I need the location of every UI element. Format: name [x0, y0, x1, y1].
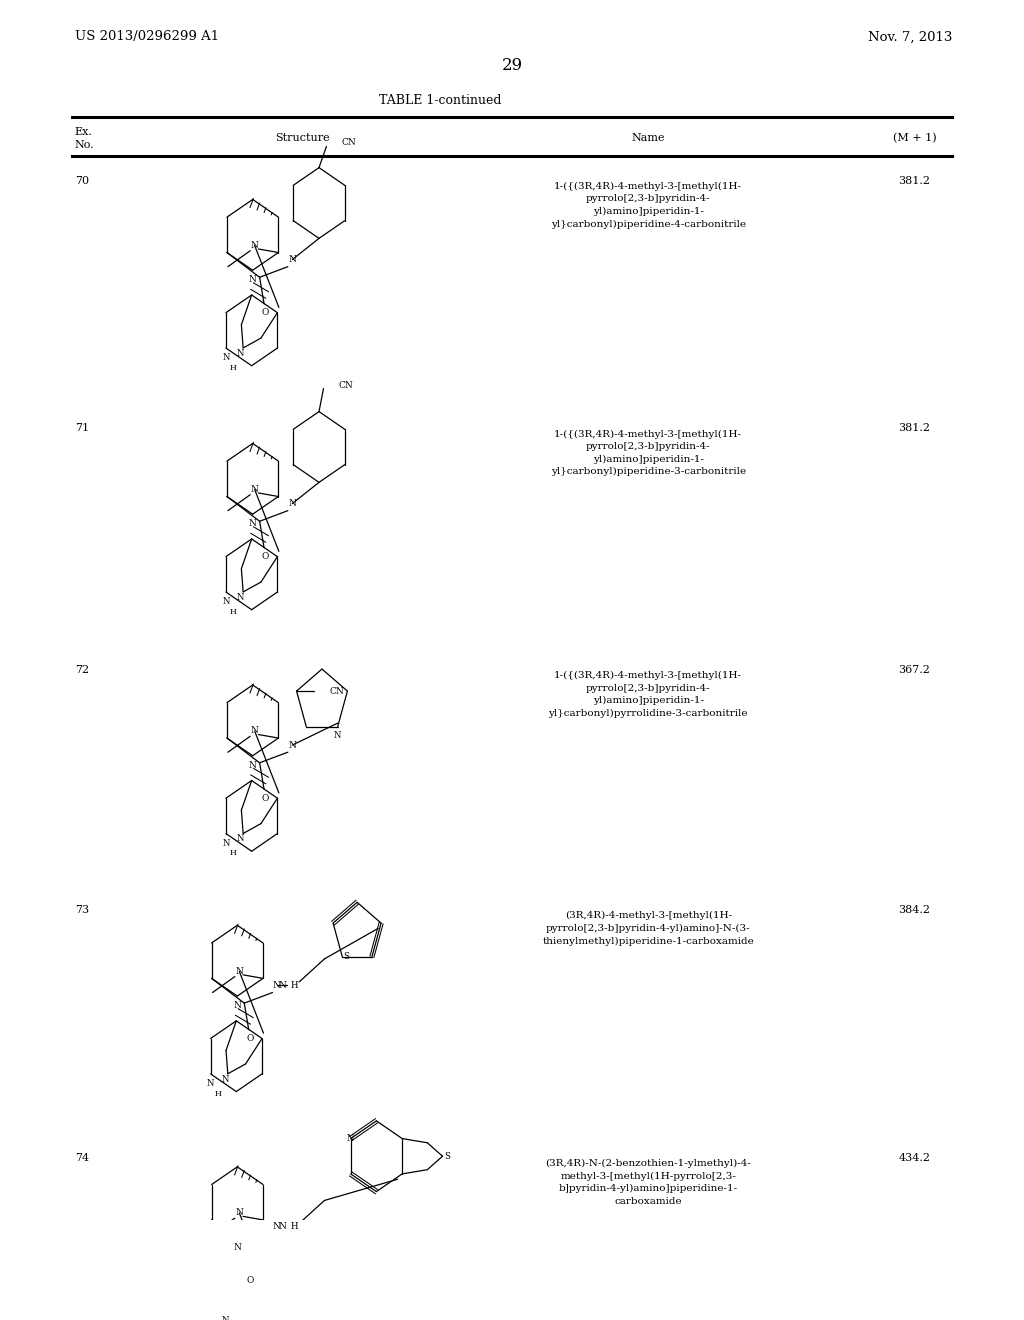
Text: H: H [230, 364, 237, 372]
Text: Name: Name [632, 133, 665, 143]
Text: N: N [249, 520, 257, 528]
Text: (M + 1): (M + 1) [893, 133, 936, 144]
Text: N: N [237, 834, 245, 843]
Text: N: N [222, 838, 229, 847]
Text: N: N [334, 731, 341, 741]
Text: N: N [207, 1080, 214, 1088]
Text: 381.2: 381.2 [898, 424, 931, 433]
Text: 1-({(3R,4R)-4-methyl-3-[methyl(1H-
pyrrolo[2,3-b]pyridin-4-
yl)amino]piperidin-1: 1-({(3R,4R)-4-methyl-3-[methyl(1H- pyrro… [551, 182, 745, 228]
Text: Ex.: Ex. [75, 127, 92, 137]
Text: N: N [251, 726, 259, 735]
Text: N: N [279, 981, 287, 990]
Text: 71: 71 [75, 424, 89, 433]
Text: N: N [249, 760, 257, 770]
Text: US 2013/0296299 A1: US 2013/0296299 A1 [75, 30, 219, 44]
Text: N: N [273, 981, 281, 990]
Text: Nov. 7, 2013: Nov. 7, 2013 [868, 30, 952, 44]
Text: 70: 70 [75, 176, 89, 186]
Text: N: N [251, 484, 259, 494]
Text: H: H [291, 981, 298, 990]
Text: N: N [236, 1208, 244, 1217]
Text: H: H [291, 1222, 298, 1232]
Text: (3R,4R)-4-methyl-3-[methyl(1H-
pyrrolo[2,3-b]pyridin-4-yl)amino]-N-(3-
thienylme: (3R,4R)-4-methyl-3-[methyl(1H- pyrrolo[2… [543, 911, 754, 945]
Text: N: N [222, 597, 229, 606]
Text: 384.2: 384.2 [898, 906, 931, 915]
Text: O: O [247, 1275, 254, 1284]
Text: N: N [237, 348, 245, 358]
Text: 72: 72 [75, 665, 89, 675]
Text: O: O [262, 552, 269, 561]
Text: TABLE 1-continued: TABLE 1-continued [379, 94, 502, 107]
Text: H: H [215, 1090, 221, 1098]
Text: H: H [230, 849, 237, 858]
Text: N: N [222, 354, 229, 362]
Text: N: N [236, 966, 244, 975]
Text: 434.2: 434.2 [898, 1152, 931, 1163]
Text: N: N [221, 1074, 229, 1084]
Text: N: N [221, 1316, 229, 1320]
Text: 73: 73 [75, 906, 89, 915]
Text: N: N [289, 499, 296, 508]
Text: N: N [237, 593, 245, 602]
Text: O: O [262, 793, 269, 803]
Text: 29: 29 [502, 57, 522, 74]
Text: O: O [262, 308, 269, 317]
Text: N: N [233, 1243, 242, 1251]
Text: No.: No. [75, 140, 94, 150]
Text: N: N [233, 1002, 242, 1010]
Text: N: N [249, 276, 257, 284]
Text: S: S [344, 952, 350, 961]
Text: 1-({(3R,4R)-4-methyl-3-[methyl(1H-
pyrrolo[2,3-b]pyridin-4-
yl)amino]piperidin-1: 1-({(3R,4R)-4-methyl-3-[methyl(1H- pyrro… [549, 671, 748, 718]
Text: N: N [347, 1134, 354, 1143]
Text: N: N [251, 242, 259, 249]
Text: H: H [230, 607, 237, 616]
Text: CN: CN [341, 139, 356, 148]
Text: N: N [289, 741, 296, 750]
Text: CN: CN [338, 380, 353, 389]
Text: 1-({(3R,4R)-4-methyl-3-[methyl(1H-
pyrrolo[2,3-b]pyridin-4-
yl)amino]piperidin-1: 1-({(3R,4R)-4-methyl-3-[methyl(1H- pyrro… [551, 429, 745, 477]
Text: (3R,4R)-N-(2-benzothien-1-ylmethyl)-4-
methyl-3-[methyl(1H-pyrrolo[2,3-
b]pyridi: (3R,4R)-N-(2-benzothien-1-ylmethyl)-4- m… [545, 1159, 752, 1206]
Text: N: N [289, 255, 296, 264]
Text: 381.2: 381.2 [898, 176, 931, 186]
Text: 367.2: 367.2 [898, 665, 931, 675]
Text: Structure: Structure [274, 133, 330, 143]
Text: O: O [247, 1034, 254, 1043]
Text: S: S [444, 1152, 450, 1160]
Text: 74: 74 [75, 1152, 89, 1163]
Text: CN: CN [330, 686, 344, 696]
Text: N: N [273, 1222, 281, 1232]
Text: N: N [279, 1222, 287, 1232]
